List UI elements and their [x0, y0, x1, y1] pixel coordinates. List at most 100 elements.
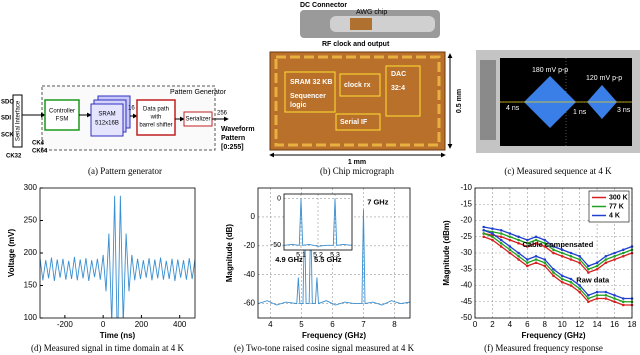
data-point — [534, 261, 538, 265]
x-tick-label: -200 — [57, 320, 74, 329]
plot-frame — [283, 193, 353, 251]
data-point — [604, 254, 608, 258]
caption: (c) Measured sequence at 4 K — [504, 166, 612, 176]
data-point — [621, 303, 625, 307]
data-point — [578, 287, 581, 291]
y-tick-label: -35 — [460, 264, 472, 273]
data-point — [543, 245, 547, 248]
data-point — [517, 251, 520, 255]
data-point — [508, 248, 512, 252]
x-tick-label: 0 — [473, 320, 478, 329]
data-point — [621, 300, 625, 304]
y-axis-label: Voltage (mV) — [7, 229, 16, 278]
datapath-label: with — [150, 115, 162, 121]
data-point — [482, 232, 486, 235]
data-point — [587, 267, 590, 271]
block-label: SRAM 32 KB — [290, 79, 332, 86]
scope: 180 mV p-p 120 mV p-p 4 ns 1 ns 3 ns (c)… — [476, 50, 640, 176]
annotation: Cable compensated — [522, 240, 593, 249]
sram-box — [90, 103, 124, 137]
bus-width: 256 — [217, 111, 228, 117]
data-point — [517, 235, 520, 239]
data-point — [526, 258, 529, 261]
controller-label: Controller — [49, 109, 75, 115]
x-tick-label: 5.3 — [330, 252, 340, 259]
data-point — [613, 258, 616, 261]
data-point — [499, 232, 503, 235]
clock-label: CK64 — [32, 149, 48, 155]
chart: 5.1 5.2 5.3 -50 0 — [271, 193, 353, 259]
x-tick-label: 0 — [101, 320, 106, 329]
scope-buttons — [480, 60, 496, 140]
x-tick-label: 5.2 — [313, 252, 323, 259]
scope-label: 120 mV p-p — [586, 75, 622, 82]
data-point — [569, 284, 573, 287]
data-point — [595, 297, 599, 300]
data-point — [508, 245, 512, 248]
data-point — [595, 267, 599, 271]
data-point — [621, 251, 625, 255]
y-tick-label: 200 — [24, 248, 38, 257]
x-tick-label: 14 — [593, 320, 602, 329]
data-point — [499, 238, 503, 242]
data-point — [534, 235, 538, 239]
data-point — [517, 241, 520, 245]
data-line — [483, 232, 632, 274]
data-point — [604, 297, 608, 300]
data-point — [569, 251, 573, 255]
x-tick-label: 18 — [628, 320, 637, 329]
chart: 4 5 6 7 8 -60 -40 -20 0 Frequency (GHz) Magnitude … — [225, 187, 415, 353]
data-point — [613, 297, 616, 300]
x-axis-label: Time (ns) — [100, 331, 136, 340]
data-line — [483, 229, 632, 271]
data-point — [621, 254, 625, 258]
plot-frame — [39, 187, 196, 319]
chart: -200 0 200 400 100 150 200 250 300 Time (ns) Volta… — [7, 183, 196, 353]
output-label: Waveform — [221, 126, 255, 133]
y-tick-label: -10 — [460, 183, 472, 192]
data-point — [552, 267, 555, 271]
data-point — [621, 297, 625, 300]
data-point — [543, 264, 547, 268]
data-line — [483, 236, 632, 306]
data-point — [578, 261, 581, 265]
data-point — [534, 258, 538, 261]
data-point — [491, 238, 494, 242]
data-point — [499, 241, 503, 245]
y-tick-label: -20 — [243, 241, 255, 250]
x-tick-label: 400 — [173, 320, 187, 329]
data-point — [578, 284, 581, 287]
awg-label: AWG chip — [356, 9, 387, 16]
data-line — [40, 195, 195, 318]
data-point — [613, 293, 616, 297]
controller-label: FSM — [56, 117, 69, 123]
pin: SCK — [1, 133, 14, 139]
data-line — [258, 209, 410, 306]
caption: (a) Pattern generator — [88, 166, 162, 176]
y-tick-label: -40 — [460, 281, 472, 290]
data-point — [560, 274, 564, 278]
caption: (b) Chip micrograph — [320, 166, 394, 176]
data-point — [604, 258, 608, 261]
x-tick-label: 200 — [135, 320, 149, 329]
controller-box — [44, 99, 80, 131]
data-line — [483, 232, 632, 303]
data-point — [526, 238, 529, 242]
data-point — [613, 254, 616, 258]
x-tick-label: 4 — [268, 320, 273, 329]
scope-label: 4 ns — [506, 105, 520, 112]
serial-label: Serial Interface — [16, 100, 22, 141]
y-tick-label: -30 — [460, 248, 472, 257]
data-point — [613, 251, 616, 255]
data-point — [526, 245, 529, 248]
y-tick-label: 250 — [24, 216, 38, 225]
data-point — [517, 254, 520, 258]
y-axis-label: Magnitude (dBm) — [442, 220, 451, 286]
data-point — [569, 258, 573, 261]
annotation: 7 GHz — [367, 197, 389, 206]
data-point — [552, 248, 555, 252]
pad-ring — [274, 55, 441, 147]
y-tick-label: 300 — [24, 183, 38, 192]
block-label: clock rx — [344, 82, 371, 89]
